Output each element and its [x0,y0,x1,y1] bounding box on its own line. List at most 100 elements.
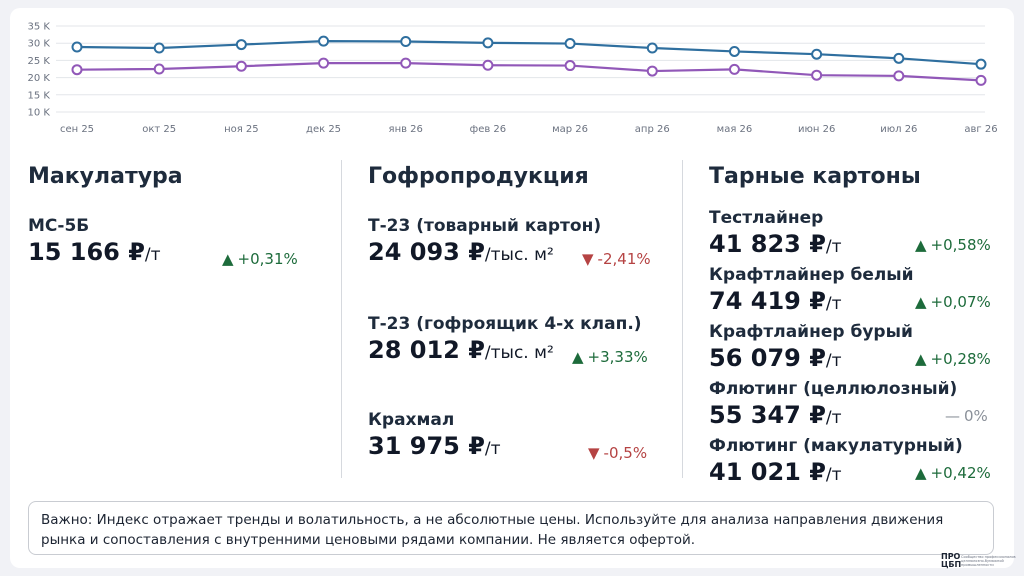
price-item: Т-23 (товарный картон) 24 093 ₽/тыс. м² [368,216,601,266]
change-indicator: ▼ -2,41% [582,250,651,268]
item-unit: /тыс. м² [484,245,554,265]
item-label: Т-23 (товарный картон) [368,216,602,236]
column-divider [341,160,342,478]
x-tick-label: фев 26 [470,124,507,135]
item-unit: /т [825,408,842,428]
item-label: Флютинг (макулатурный) [709,436,963,456]
x-tick-label: апр 26 [635,124,670,135]
item-label: Крафтлайнер бурый [709,322,913,342]
section-title-tarnye: Тарные картоны [709,164,921,189]
data-point [235,39,247,51]
item-value: 55 347 ₽/т [709,401,842,429]
item-label: МС-5Б [28,216,90,236]
x-tick-label: дек 25 [306,124,341,135]
item-value: 24 093 ₽/тыс. м² [368,238,554,266]
arrow-up-icon: ▲ [572,348,584,366]
change-indicator: —0% [945,407,988,425]
x-tick-label: июл 26 [880,124,917,135]
item-value: 41 021 ₽/т [709,458,842,486]
change-indicator: ▲ +3,33% [572,348,648,366]
item-label: Крафтлайнер белый [709,265,914,285]
y-tick-label: 10 K [28,108,51,119]
y-tick-label: 30 K [28,39,51,50]
item-value: 15 166 ₽/т [28,238,161,266]
item-unit: /т [825,465,842,485]
section-title-gofro: Гофропродукция [368,164,589,189]
item-value: 28 012 ₽/тыс. м² [368,336,554,364]
arrow-up-icon: ▲ [222,250,234,268]
section-tarnye: Тарные картоны Тестлайнер 41 823 ₽/т ▲ +0… [709,164,1009,486]
item-value: 56 079 ₽/т [709,344,842,372]
data-point [153,42,165,54]
dashboard-card [10,8,1014,568]
data-point [564,38,576,50]
price-item: Флютинг (макулатурный) 41 021 ₽/т [709,436,963,486]
price-line-chart: 35 K 30 K 25 K 20 K 15 K 10 K сен 25 окт 25 ноя … [28,22,998,136]
data-point [811,69,823,81]
section-makulatura: Макулатура МС-5Б 15 166 ₽/т ▲ +0,31% [28,164,328,268]
y-tick-label: 25 K [28,56,51,67]
x-tick-label: окт 25 [142,124,176,135]
price-item: Крафтлайнер бурый 56 079 ₽/т [709,322,913,372]
x-tick-label: янв 26 [389,124,423,135]
x-tick-label: ноя 25 [224,124,259,135]
price-item: Тестлайнер 41 823 ₽/т [709,208,842,258]
logo-mark: ПРО ЦБП [941,552,962,569]
column-divider [682,160,683,478]
y-tick-label: 20 K [28,73,51,84]
arrow-up-icon: ▲ [915,350,927,368]
disclaimer-note: Важно: Индекс отражает тренды и волатиль… [28,501,994,555]
logo-text: Сообщество профессионалов целлюлозно-бум… [961,555,1016,567]
data-point [564,60,576,72]
data-point [318,35,330,47]
data-point [728,45,740,57]
data-point [975,74,987,86]
change-indicator: ▼ -0,5% [588,444,648,462]
change-indicator: ▲ +0,42% [915,464,991,482]
data-point [400,57,412,69]
item-label: Флютинг (целлюлозный) [709,379,958,399]
series-line [76,62,982,82]
data-point [153,63,165,75]
data-point [235,60,247,72]
data-point [71,64,83,76]
price-item: Крафтлайнер белый 74 419 ₽/т [709,265,914,315]
item-label: Тестлайнер [709,208,824,228]
y-tick-label: 35 K [28,22,51,33]
series-line [76,40,982,66]
data-point [318,57,330,69]
price-item: МС-5Б 15 166 ₽/т [28,216,161,266]
x-tick-label: мар 26 [552,124,588,135]
arrow-up-icon: ▲ [915,236,927,254]
arrow-down-icon: ▼ [588,444,600,462]
data-point [482,59,494,71]
x-tick-label: мая 26 [717,124,753,135]
arrow-up-icon: ▲ [915,293,927,311]
item-unit: /т [825,237,842,257]
item-value: 74 419 ₽/т [709,287,842,315]
arrow-up-icon: ▲ [915,464,927,482]
data-point [400,35,412,47]
y-tick-label: 15 K [28,90,51,101]
item-unit: /т [825,294,842,314]
section-gofro: Гофропродукция Т-23 (товарный картон) 24… [368,164,668,462]
item-label: Крахмал [368,410,455,430]
x-tick-label: июн 26 [798,124,835,135]
section-title-makulatura: Макулатура [28,164,183,189]
item-unit: /т [825,351,842,371]
item-unit: /тыс. м² [484,343,554,363]
item-label: Т-23 (гофроящик 4-х клап.) [368,314,642,334]
data-point [975,58,987,70]
data-point [893,70,905,82]
data-point [728,63,740,75]
item-unit: /т [144,245,161,265]
arrow-down-icon: ▼ [582,250,594,268]
change-indicator: ▲ +0,07% [915,293,991,311]
data-point [482,37,494,49]
item-value: 31 975 ₽/т [368,432,501,460]
logo: ПРО ЦБП Сообщество профессионалов целлюл… [941,553,1021,573]
price-item: Флютинг (целлюлозный) 55 347 ₽/т [709,379,957,429]
item-unit: /т [484,439,501,459]
change-indicator: ▲ +0,28% [915,350,991,368]
x-tick-label: сен 25 [60,124,94,135]
